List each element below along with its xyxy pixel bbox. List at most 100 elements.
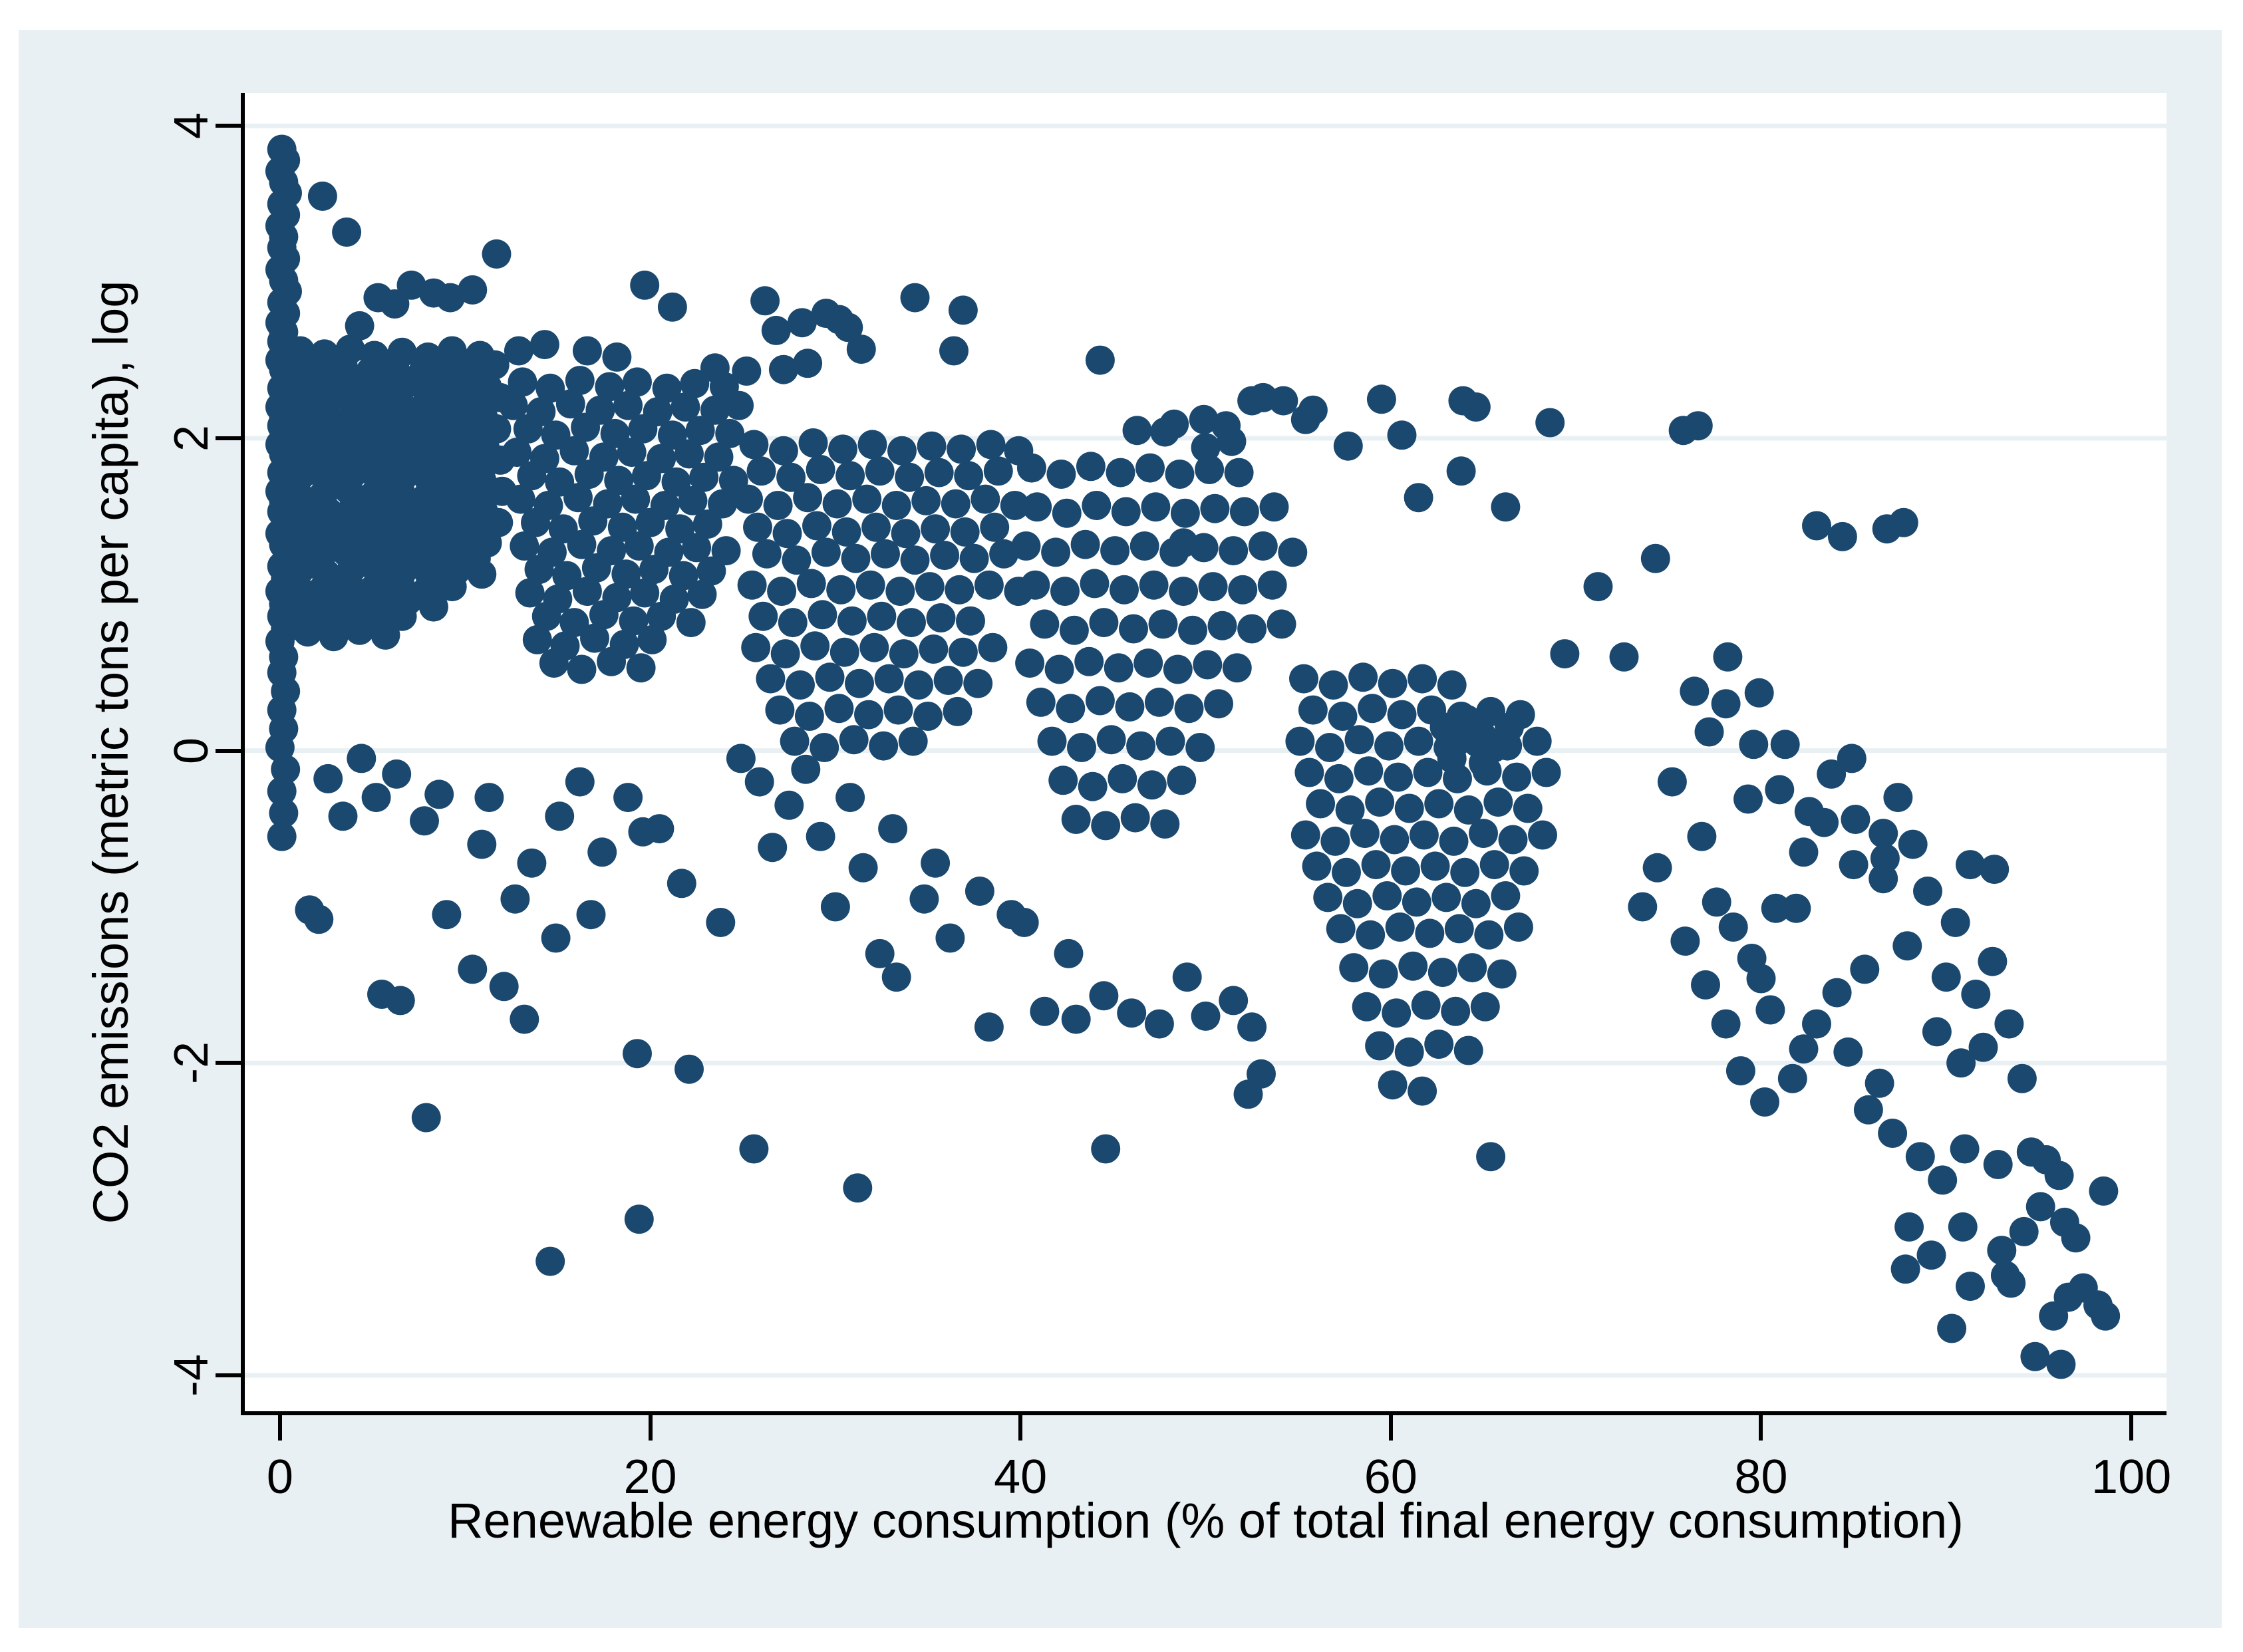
data-point [1394,793,1424,823]
data-point [761,315,791,345]
data-point [1204,689,1233,719]
data-point [774,790,804,820]
data-point [1165,460,1195,489]
data-point [734,484,763,514]
data-point [1378,1070,1408,1100]
data-point [1080,569,1110,599]
data-point [630,270,660,300]
data-point [708,489,738,519]
data-point [1198,572,1228,602]
data-point [1374,731,1404,761]
data-point [1163,654,1193,684]
data-point [1207,611,1237,640]
data-point [674,1054,704,1084]
data-point [1413,757,1443,787]
data-point [578,506,608,536]
data-point [1248,531,1278,561]
data-point [628,817,658,847]
data-point [657,420,687,450]
data-point [1409,820,1439,850]
data-point [822,489,852,519]
data-point [626,653,656,683]
data-point [855,570,885,600]
data-point [657,292,687,322]
data-point [1217,426,1247,456]
data-point [1469,819,1498,849]
data-point [607,512,637,542]
data-point [810,733,839,762]
data-point [935,923,965,953]
data-point [1313,883,1343,912]
data-point [1781,893,1811,923]
data-point [571,412,601,442]
data-point [1328,702,1358,731]
data-point [1983,1150,2013,1179]
data-point [574,460,604,489]
data-point [1694,717,1724,747]
data-point [1888,507,1918,537]
data-point [1111,497,1141,527]
data-point [1940,908,1970,937]
data-point [1415,918,1445,948]
data-point [865,456,895,486]
data-point [1061,1004,1091,1034]
x-axis-line [241,1411,2167,1415]
data-point [835,461,865,491]
data-point [1195,455,1225,484]
data-point [1509,856,1539,886]
data-point [1755,995,1785,1025]
data-point [833,313,863,343]
data-point [1956,850,1985,880]
data-point [624,531,654,561]
data-point [435,283,465,313]
data-point [611,559,641,589]
data-point [619,606,649,636]
data-point [1178,615,1207,645]
y-axis-line [241,93,245,1415]
data-point [1193,650,1223,680]
data-point [1011,531,1041,561]
data-point [1361,850,1391,880]
data-point [293,617,323,647]
y-tick-label-0: 0 [165,737,218,764]
data-point [924,458,954,487]
data-point [841,543,871,573]
data-point [1257,570,1287,600]
data-point [387,601,417,631]
data-point [1185,733,1215,762]
data-point [1237,1012,1267,1042]
data-point [881,491,911,520]
data-point [1450,857,1480,887]
data-point [1387,420,1417,450]
data-point [1878,1119,1908,1148]
data-point [531,601,561,631]
data-point [800,631,830,661]
data-point [1365,787,1395,817]
data-point [1457,953,1487,983]
data-point [589,600,619,630]
data-point [859,632,889,662]
data-point [796,569,826,599]
data-point [1869,819,1898,849]
graph-region: 0 20 40 60 80 100 4 2 0 -2 -4 Renewable energy co… [19,30,2222,1628]
data-point [1148,609,1178,639]
data-point [1950,1134,1980,1164]
data-point [1385,912,1415,942]
data-point [1037,726,1067,756]
x-tick-label-0: 0 [266,1450,293,1504]
data-point [2007,1063,2037,1093]
data-point [1365,1031,1395,1061]
data-point [1994,1009,2024,1039]
data-point [1453,1035,1483,1065]
data-point [2020,1341,2050,1371]
data-point [580,623,609,653]
data-point [1502,762,1532,792]
data-point [545,801,575,831]
data-point [587,837,617,867]
data-point [1789,1034,1819,1064]
data-point [630,578,660,608]
data-point [1469,748,1498,778]
data-point [1228,575,1258,605]
data-point [941,489,971,519]
data-point [565,767,595,797]
